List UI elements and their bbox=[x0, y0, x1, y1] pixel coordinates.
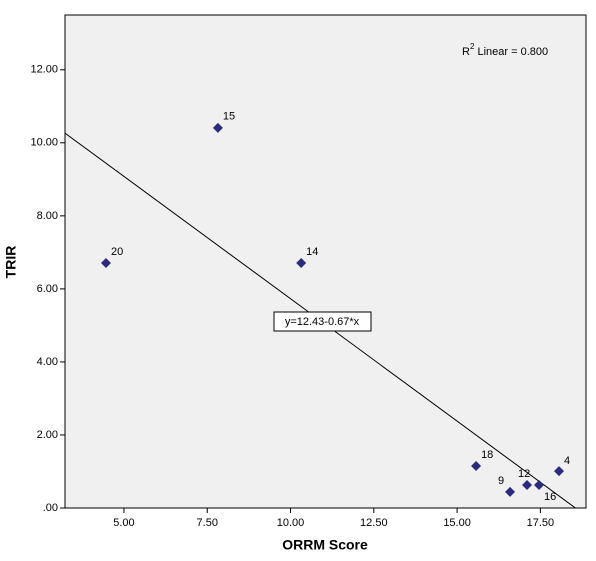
point bbox=[554, 466, 565, 477]
point-label: 20 bbox=[111, 246, 123, 258]
point bbox=[296, 257, 307, 268]
y-axis-title: TRIR bbox=[3, 246, 19, 279]
point bbox=[471, 461, 482, 472]
point-label: 16 bbox=[544, 491, 556, 503]
y-tick-label: 2.00 bbox=[37, 429, 58, 441]
x-tick-label: 10.00 bbox=[277, 517, 305, 529]
x-tick-label: 17.50 bbox=[527, 517, 555, 529]
fit-label: y=12.43-0.67*x bbox=[285, 316, 360, 328]
point-label: 9 bbox=[498, 475, 504, 487]
y-tick-label: .00 bbox=[43, 502, 58, 514]
plot-area bbox=[64, 14, 587, 509]
point bbox=[522, 479, 533, 490]
point bbox=[100, 257, 111, 268]
point bbox=[534, 479, 545, 490]
x-tick-label: 15.00 bbox=[443, 517, 471, 529]
r2-text: Linear = 0.800 bbox=[474, 46, 548, 58]
point-label: 12 bbox=[518, 468, 530, 480]
x-tick-label: 7.50 bbox=[197, 517, 218, 529]
point bbox=[505, 486, 516, 497]
r2-symbol: R bbox=[462, 46, 470, 58]
x-tick-label: 12.50 bbox=[360, 517, 388, 529]
point-label: 4 bbox=[564, 455, 570, 467]
y-tick-label: 4.00 bbox=[37, 356, 58, 368]
point-label: 18 bbox=[481, 449, 493, 461]
x-tick-label: 5.00 bbox=[113, 517, 134, 529]
y-tick-label: 10.00 bbox=[30, 137, 58, 149]
fit-label-box bbox=[273, 311, 372, 332]
r2-sup: 2 bbox=[470, 42, 475, 51]
y-tick-label: 8.00 bbox=[37, 210, 58, 222]
point bbox=[212, 122, 223, 133]
x-axis-title: ORRM Score bbox=[282, 537, 368, 553]
point-label: 15 bbox=[223, 111, 235, 123]
y-tick-label: 6.00 bbox=[37, 283, 58, 295]
r2-annotation: R2 Linear = 0.800 bbox=[462, 42, 548, 58]
point-label: 14 bbox=[306, 246, 318, 258]
y-tick-label: 12.00 bbox=[30, 64, 58, 76]
